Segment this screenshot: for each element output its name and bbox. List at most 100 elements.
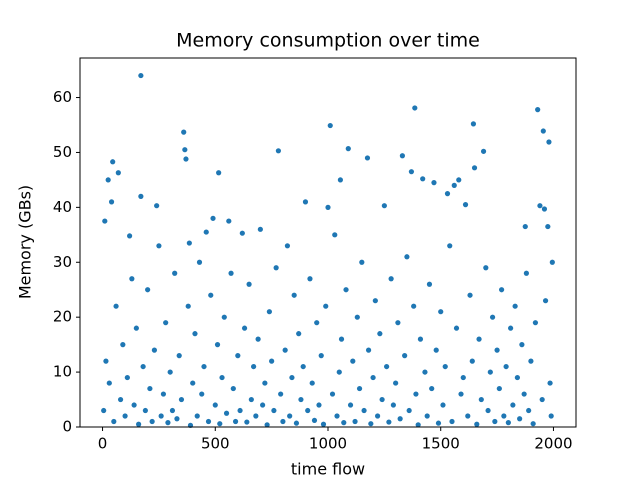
- point: [262, 380, 268, 386]
- point: [127, 233, 133, 239]
- point: [489, 314, 496, 320]
- point: [305, 407, 311, 414]
- point: [185, 303, 191, 309]
- point: [442, 363, 448, 370]
- point: [395, 320, 401, 326]
- point: [449, 418, 455, 425]
- point: [108, 199, 115, 205]
- point: [208, 292, 214, 298]
- point: [379, 396, 385, 403]
- point: [453, 325, 460, 331]
- point: [212, 402, 218, 408]
- y-tick-label: 10: [53, 363, 72, 381]
- point: [320, 421, 327, 427]
- point: [260, 402, 266, 408]
- point: [411, 303, 417, 309]
- point: [420, 176, 426, 182]
- point: [199, 391, 205, 397]
- point: [214, 342, 221, 348]
- point: [465, 413, 471, 419]
- point: [406, 407, 412, 414]
- point: [539, 396, 545, 403]
- point: [545, 223, 551, 230]
- point: [528, 358, 534, 364]
- point: [147, 385, 153, 392]
- point: [131, 402, 137, 408]
- point: [478, 396, 484, 403]
- point: [352, 418, 358, 425]
- y-tick-label: 60: [53, 88, 72, 106]
- point: [537, 203, 543, 209]
- point: [201, 363, 207, 370]
- point: [345, 146, 351, 152]
- point: [307, 276, 313, 282]
- point: [298, 396, 304, 403]
- point: [282, 347, 288, 353]
- point: [467, 292, 473, 298]
- point: [444, 191, 451, 197]
- point: [487, 369, 493, 375]
- point: [456, 177, 462, 183]
- point: [244, 419, 250, 425]
- chart-title: Memory consumption over time: [176, 30, 480, 52]
- point: [239, 230, 245, 236]
- point: [257, 226, 263, 232]
- point: [138, 193, 144, 199]
- point: [350, 358, 356, 364]
- point: [101, 407, 107, 414]
- point: [269, 358, 275, 364]
- point: [174, 416, 180, 422]
- point: [205, 418, 212, 425]
- point: [232, 418, 239, 425]
- y-axis-label: Memory (GBs): [16, 185, 35, 299]
- point: [440, 402, 446, 408]
- point: [424, 413, 430, 419]
- point: [186, 240, 192, 246]
- point: [311, 417, 318, 424]
- point: [494, 347, 500, 353]
- point: [496, 385, 502, 392]
- point: [217, 421, 223, 427]
- point: [519, 342, 525, 348]
- point: [347, 402, 354, 408]
- point: [386, 419, 392, 425]
- point: [289, 374, 295, 381]
- point: [435, 420, 442, 426]
- point: [517, 416, 523, 422]
- point: [190, 380, 196, 386]
- point: [120, 342, 126, 348]
- point: [503, 363, 509, 370]
- point: [505, 420, 511, 426]
- point: [499, 287, 505, 293]
- point: [512, 303, 518, 309]
- x-tick-label: 2000: [534, 435, 572, 453]
- x-tick-label: 500: [201, 435, 230, 453]
- point: [390, 402, 396, 408]
- point: [426, 281, 433, 287]
- point: [365, 347, 372, 353]
- point: [293, 420, 300, 426]
- point: [470, 121, 477, 127]
- point: [154, 203, 160, 209]
- point: [325, 204, 331, 210]
- point: [102, 218, 108, 224]
- y-tick-label: 50: [53, 143, 72, 161]
- point: [476, 336, 482, 342]
- point: [514, 374, 520, 381]
- point: [510, 402, 516, 408]
- point: [485, 407, 491, 414]
- point: [438, 309, 444, 315]
- point: [413, 391, 419, 397]
- point: [167, 369, 173, 375]
- point: [469, 358, 475, 364]
- point: [341, 420, 347, 426]
- point: [246, 281, 252, 287]
- point: [223, 410, 230, 416]
- point: [460, 374, 466, 381]
- point: [266, 309, 272, 315]
- point: [221, 314, 227, 320]
- point: [145, 287, 151, 293]
- x-tick-label: 0: [98, 435, 108, 453]
- point: [271, 407, 277, 414]
- point: [230, 385, 236, 392]
